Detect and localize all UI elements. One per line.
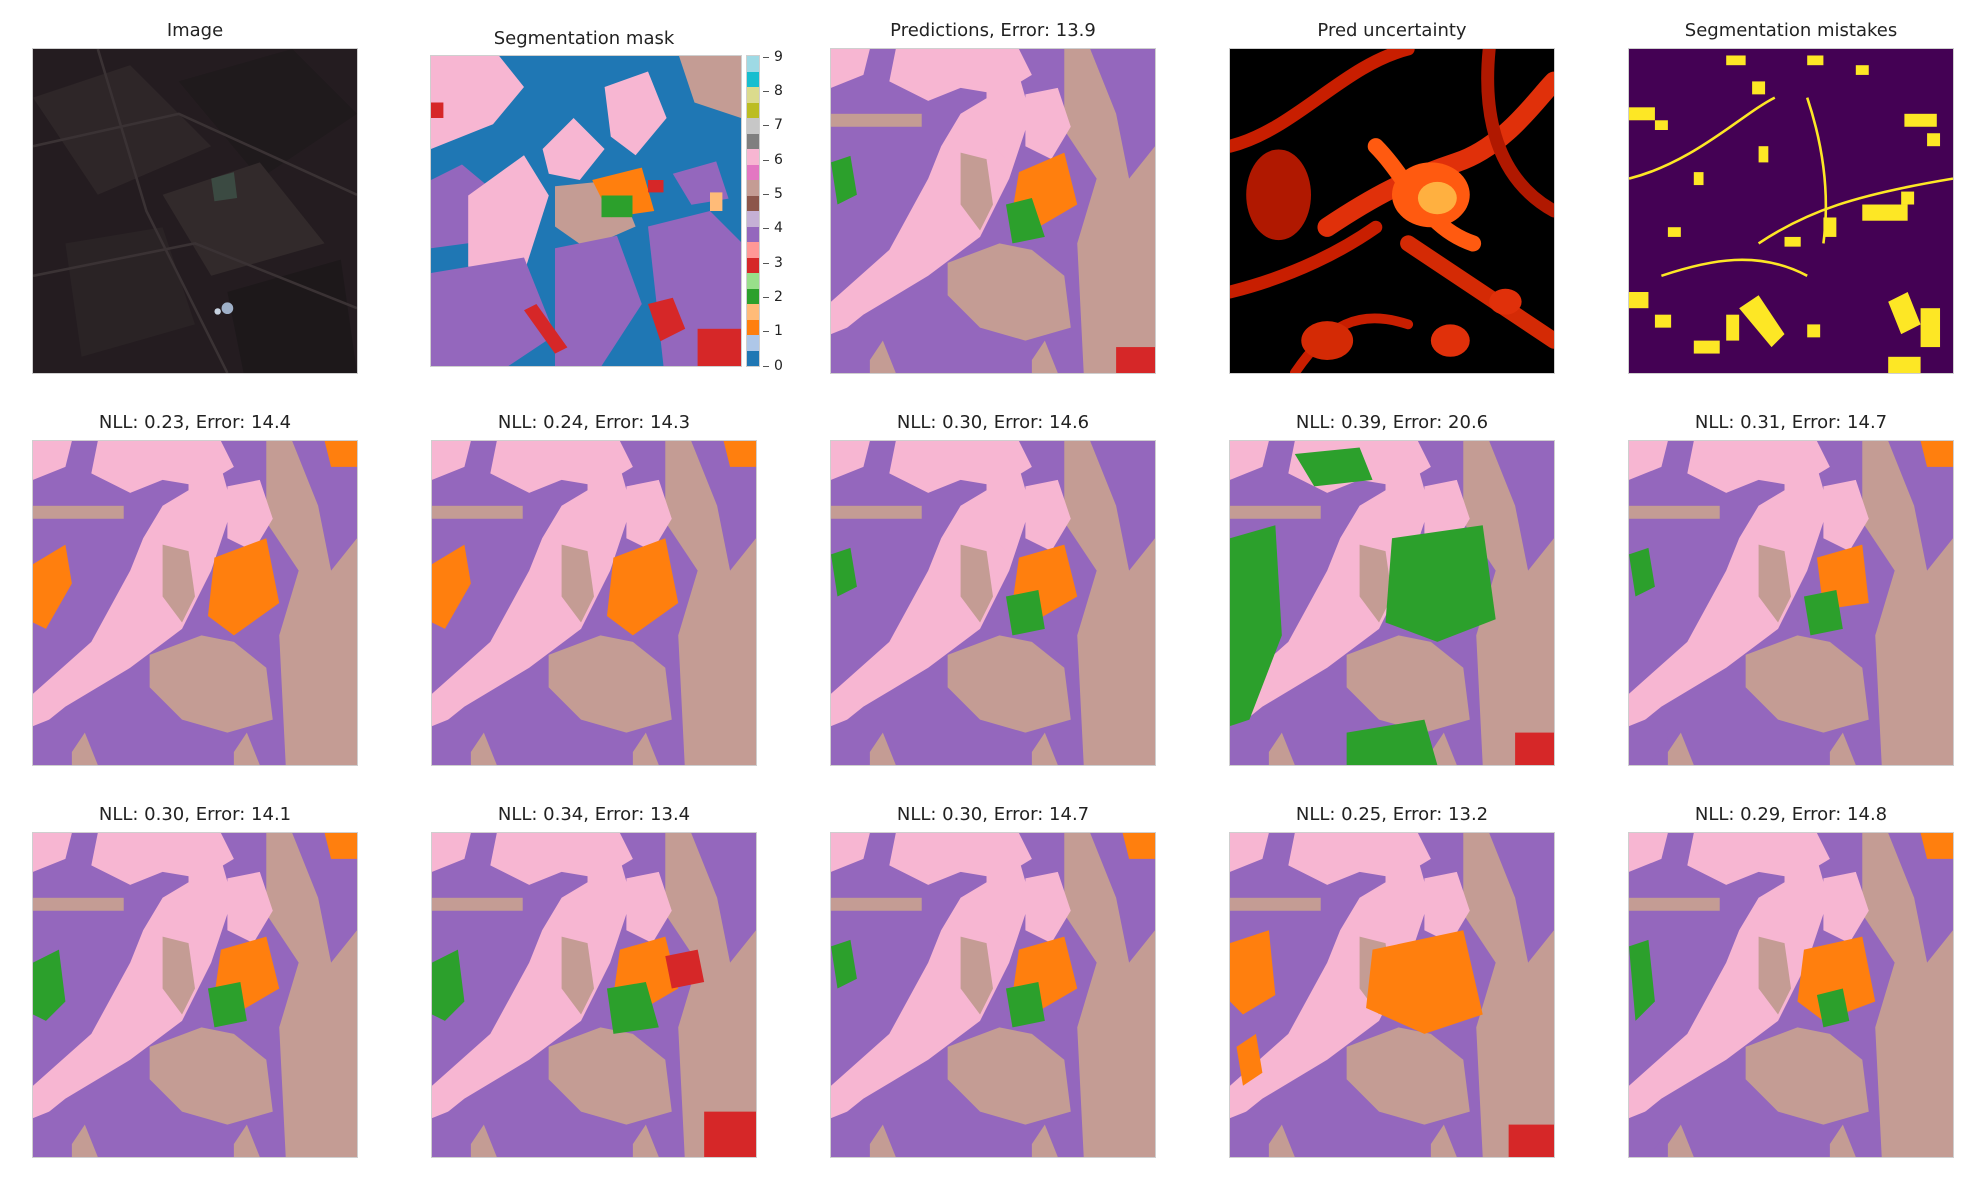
image-title: Image: [166, 20, 224, 41]
cbar-seg-3b: [747, 242, 759, 258]
sample-title-5: NLL: 0.31, Error: 14.7: [1694, 412, 1888, 433]
sample-title-7: NLL: 0.34, Error: 13.4: [497, 804, 691, 825]
cbar-tick-4: 4: [763, 220, 783, 236]
sample-map-5: [1628, 440, 1954, 766]
sample-map-10: [1628, 832, 1954, 1158]
segmentation-mask: [430, 55, 742, 367]
uncertainty-title: Pred uncertainty: [1317, 20, 1467, 41]
sample-map-7: [431, 832, 757, 1158]
cbar-seg-7a: [747, 133, 759, 149]
cbar-tick-6: 6: [763, 152, 783, 168]
cbar-seg-0b: [747, 335, 759, 351]
cbar-seg-9b: [747, 56, 759, 72]
cbar-tick-2: 2: [763, 289, 783, 305]
cbar-seg-3a: [747, 257, 759, 273]
sample-title-1: NLL: 0.23, Error: 14.4: [98, 412, 292, 433]
cbar-seg-5a: [747, 195, 759, 211]
cbar-tick-1: 1: [763, 323, 783, 339]
predictions-map: [830, 48, 1156, 374]
cbar-tick-7: 7: [763, 117, 783, 133]
predictions-title: Predictions, Error: 13.9: [890, 20, 1096, 41]
cbar-seg-4b: [747, 211, 759, 227]
sample-title-6: NLL: 0.30, Error: 14.1: [98, 804, 292, 825]
sample-map-1: [32, 440, 358, 766]
cbar-seg-7b: [747, 118, 759, 134]
mistakes-map: [1628, 48, 1954, 374]
sample-map-2: [431, 440, 757, 766]
sample-map-3: [830, 440, 1156, 766]
uncertainty-map: [1229, 48, 1555, 374]
cbar-seg-5b: [747, 180, 759, 196]
sample-title-9: NLL: 0.25, Error: 13.2: [1295, 804, 1489, 825]
cbar-tick-9: 9: [763, 49, 783, 65]
cbar-tick-8: 8: [763, 83, 783, 99]
sample-map-6: [32, 832, 358, 1158]
mask-title: Segmentation mask: [493, 28, 675, 49]
cbar-seg-1b: [747, 304, 759, 320]
cbar-tick-0: 0: [763, 358, 783, 374]
sample-title-10: NLL: 0.29, Error: 14.8: [1694, 804, 1888, 825]
cbar-tick-5: 5: [763, 186, 783, 202]
cbar-seg-1a: [747, 319, 759, 335]
cbar-seg-0a: [747, 350, 759, 366]
sample-title-4: NLL: 0.39, Error: 20.6: [1295, 412, 1489, 433]
cbar-seg-9a: [747, 71, 759, 87]
sample-title-2: NLL: 0.24, Error: 14.3: [497, 412, 691, 433]
cbar-seg-2b: [747, 273, 759, 289]
mistakes-title: Segmentation mistakes: [1684, 20, 1898, 41]
cbar-seg-4a: [747, 226, 759, 242]
sample-title-8: NLL: 0.30, Error: 14.7: [896, 804, 1090, 825]
sample-map-8: [830, 832, 1156, 1158]
cbar-tick-3: 3: [763, 255, 783, 271]
colorbar: [746, 55, 760, 367]
cbar-seg-8a: [747, 102, 759, 118]
cbar-seg-8b: [747, 87, 759, 103]
cbar-seg-2a: [747, 288, 759, 304]
sample-map-4: [1229, 440, 1555, 766]
sample-title-3: NLL: 0.30, Error: 14.6: [896, 412, 1090, 433]
satellite-image: [32, 48, 358, 374]
sample-map-9: [1229, 832, 1555, 1158]
cbar-seg-6a: [747, 164, 759, 180]
cbar-seg-6b: [747, 149, 759, 165]
